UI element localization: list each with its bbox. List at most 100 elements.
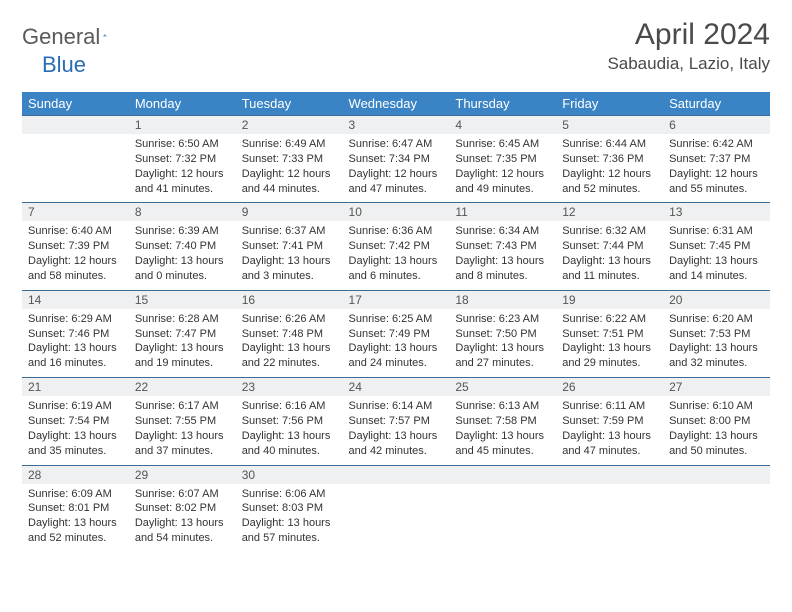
sunrise-line: Sunrise: 6:20 AM <box>669 312 764 327</box>
day-number: 15 <box>129 290 236 309</box>
daylight-line: Daylight: 13 hours and 27 minutes. <box>455 341 550 371</box>
day-cell: Sunrise: 6:45 AMSunset: 7:35 PMDaylight:… <box>449 134 556 203</box>
sunrise-line: Sunrise: 6:28 AM <box>135 312 230 327</box>
day-number: 18 <box>449 290 556 309</box>
day-cell: Sunrise: 6:26 AMSunset: 7:48 PMDaylight:… <box>236 309 343 378</box>
day-cell-empty <box>556 484 663 552</box>
weekday-header: Wednesday <box>343 92 450 116</box>
day-number: 8 <box>129 203 236 222</box>
sunrise-line: Sunrise: 6:50 AM <box>135 137 230 152</box>
daylight-line: Daylight: 13 hours and 40 minutes. <box>242 429 337 459</box>
weekday-header: Tuesday <box>236 92 343 116</box>
logo: General <box>22 18 127 50</box>
calendar-header-row: SundayMondayTuesdayWednesdayThursdayFrid… <box>22 92 770 116</box>
day-number: 21 <box>22 378 129 397</box>
sunrise-line: Sunrise: 6:22 AM <box>562 312 657 327</box>
day-number: 26 <box>556 378 663 397</box>
sunset-line: Sunset: 7:39 PM <box>28 239 123 254</box>
daylight-line: Daylight: 13 hours and 19 minutes. <box>135 341 230 371</box>
calendar-table: SundayMondayTuesdayWednesdayThursdayFrid… <box>22 92 770 552</box>
day-number-empty <box>449 465 556 484</box>
sunset-line: Sunset: 7:36 PM <box>562 152 657 167</box>
day-cell: Sunrise: 6:36 AMSunset: 7:42 PMDaylight:… <box>343 221 450 290</box>
day-number-row: 78910111213 <box>22 203 770 222</box>
weekday-header: Sunday <box>22 92 129 116</box>
day-number: 30 <box>236 465 343 484</box>
daylight-line: Daylight: 13 hours and 6 minutes. <box>349 254 444 284</box>
weekday-header: Thursday <box>449 92 556 116</box>
day-cell: Sunrise: 6:25 AMSunset: 7:49 PMDaylight:… <box>343 309 450 378</box>
day-number: 28 <box>22 465 129 484</box>
daylight-line: Daylight: 12 hours and 55 minutes. <box>669 167 764 197</box>
sunrise-line: Sunrise: 6:10 AM <box>669 399 764 414</box>
sunset-line: Sunset: 7:58 PM <box>455 414 550 429</box>
day-number: 16 <box>236 290 343 309</box>
daylight-line: Daylight: 13 hours and 47 minutes. <box>562 429 657 459</box>
daylight-line: Daylight: 13 hours and 11 minutes. <box>562 254 657 284</box>
day-number: 22 <box>129 378 236 397</box>
day-cell: Sunrise: 6:44 AMSunset: 7:36 PMDaylight:… <box>556 134 663 203</box>
sunset-line: Sunset: 7:42 PM <box>349 239 444 254</box>
day-cell: Sunrise: 6:49 AMSunset: 7:33 PMDaylight:… <box>236 134 343 203</box>
sunset-line: Sunset: 7:47 PM <box>135 327 230 342</box>
day-number: 4 <box>449 116 556 135</box>
daylight-line: Daylight: 13 hours and 29 minutes. <box>562 341 657 371</box>
day-number: 24 <box>343 378 450 397</box>
daylight-line: Daylight: 13 hours and 32 minutes. <box>669 341 764 371</box>
sunset-line: Sunset: 7:49 PM <box>349 327 444 342</box>
day-cell: Sunrise: 6:10 AMSunset: 8:00 PMDaylight:… <box>663 396 770 465</box>
sunrise-line: Sunrise: 6:29 AM <box>28 312 123 327</box>
day-cell: Sunrise: 6:20 AMSunset: 7:53 PMDaylight:… <box>663 309 770 378</box>
day-number-row: 123456 <box>22 116 770 135</box>
day-cell: Sunrise: 6:42 AMSunset: 7:37 PMDaylight:… <box>663 134 770 203</box>
day-cell: Sunrise: 6:50 AMSunset: 7:32 PMDaylight:… <box>129 134 236 203</box>
sunrise-line: Sunrise: 6:06 AM <box>242 487 337 502</box>
weekday-header: Saturday <box>663 92 770 116</box>
sunrise-line: Sunrise: 6:42 AM <box>669 137 764 152</box>
sunset-line: Sunset: 8:02 PM <box>135 501 230 516</box>
sunset-line: Sunset: 7:56 PM <box>242 414 337 429</box>
day-number: 29 <box>129 465 236 484</box>
day-number-row: 21222324252627 <box>22 378 770 397</box>
day-number: 11 <box>449 203 556 222</box>
sunset-line: Sunset: 7:37 PM <box>669 152 764 167</box>
day-number-row: 282930 <box>22 465 770 484</box>
day-number: 3 <box>343 116 450 135</box>
sunset-line: Sunset: 8:00 PM <box>669 414 764 429</box>
calendar-page: General April 2024 Sabaudia, Lazio, Ital… <box>0 0 792 570</box>
daylight-line: Daylight: 13 hours and 42 minutes. <box>349 429 444 459</box>
day-cell-empty <box>663 484 770 552</box>
daylight-line: Daylight: 13 hours and 3 minutes. <box>242 254 337 284</box>
daylight-line: Daylight: 13 hours and 50 minutes. <box>669 429 764 459</box>
day-cell-empty <box>22 134 129 203</box>
day-cell: Sunrise: 6:13 AMSunset: 7:58 PMDaylight:… <box>449 396 556 465</box>
day-number: 25 <box>449 378 556 397</box>
sunrise-line: Sunrise: 6:13 AM <box>455 399 550 414</box>
sunrise-line: Sunrise: 6:17 AM <box>135 399 230 414</box>
day-number: 13 <box>663 203 770 222</box>
sunset-line: Sunset: 7:59 PM <box>562 414 657 429</box>
day-number-empty <box>663 465 770 484</box>
sunrise-line: Sunrise: 6:23 AM <box>455 312 550 327</box>
day-cell: Sunrise: 6:47 AMSunset: 7:34 PMDaylight:… <box>343 134 450 203</box>
daylight-line: Daylight: 12 hours and 41 minutes. <box>135 167 230 197</box>
day-cell-empty <box>343 484 450 552</box>
day-number: 7 <box>22 203 129 222</box>
location: Sabaudia, Lazio, Italy <box>607 54 770 74</box>
month-title: April 2024 <box>607 18 770 52</box>
daylight-line: Daylight: 12 hours and 49 minutes. <box>455 167 550 197</box>
sunset-line: Sunset: 7:44 PM <box>562 239 657 254</box>
day-cell: Sunrise: 6:19 AMSunset: 7:54 PMDaylight:… <box>22 396 129 465</box>
daylight-line: Daylight: 13 hours and 8 minutes. <box>455 254 550 284</box>
day-cell: Sunrise: 6:22 AMSunset: 7:51 PMDaylight:… <box>556 309 663 378</box>
sunrise-line: Sunrise: 6:26 AM <box>242 312 337 327</box>
daylight-line: Daylight: 13 hours and 0 minutes. <box>135 254 230 284</box>
day-cell: Sunrise: 6:07 AMSunset: 8:02 PMDaylight:… <box>129 484 236 552</box>
day-cell: Sunrise: 6:14 AMSunset: 7:57 PMDaylight:… <box>343 396 450 465</box>
sunrise-line: Sunrise: 6:37 AM <box>242 224 337 239</box>
sunrise-line: Sunrise: 6:07 AM <box>135 487 230 502</box>
day-cell: Sunrise: 6:28 AMSunset: 7:47 PMDaylight:… <box>129 309 236 378</box>
day-cell: Sunrise: 6:17 AMSunset: 7:55 PMDaylight:… <box>129 396 236 465</box>
sunrise-line: Sunrise: 6:39 AM <box>135 224 230 239</box>
sunrise-line: Sunrise: 6:32 AM <box>562 224 657 239</box>
